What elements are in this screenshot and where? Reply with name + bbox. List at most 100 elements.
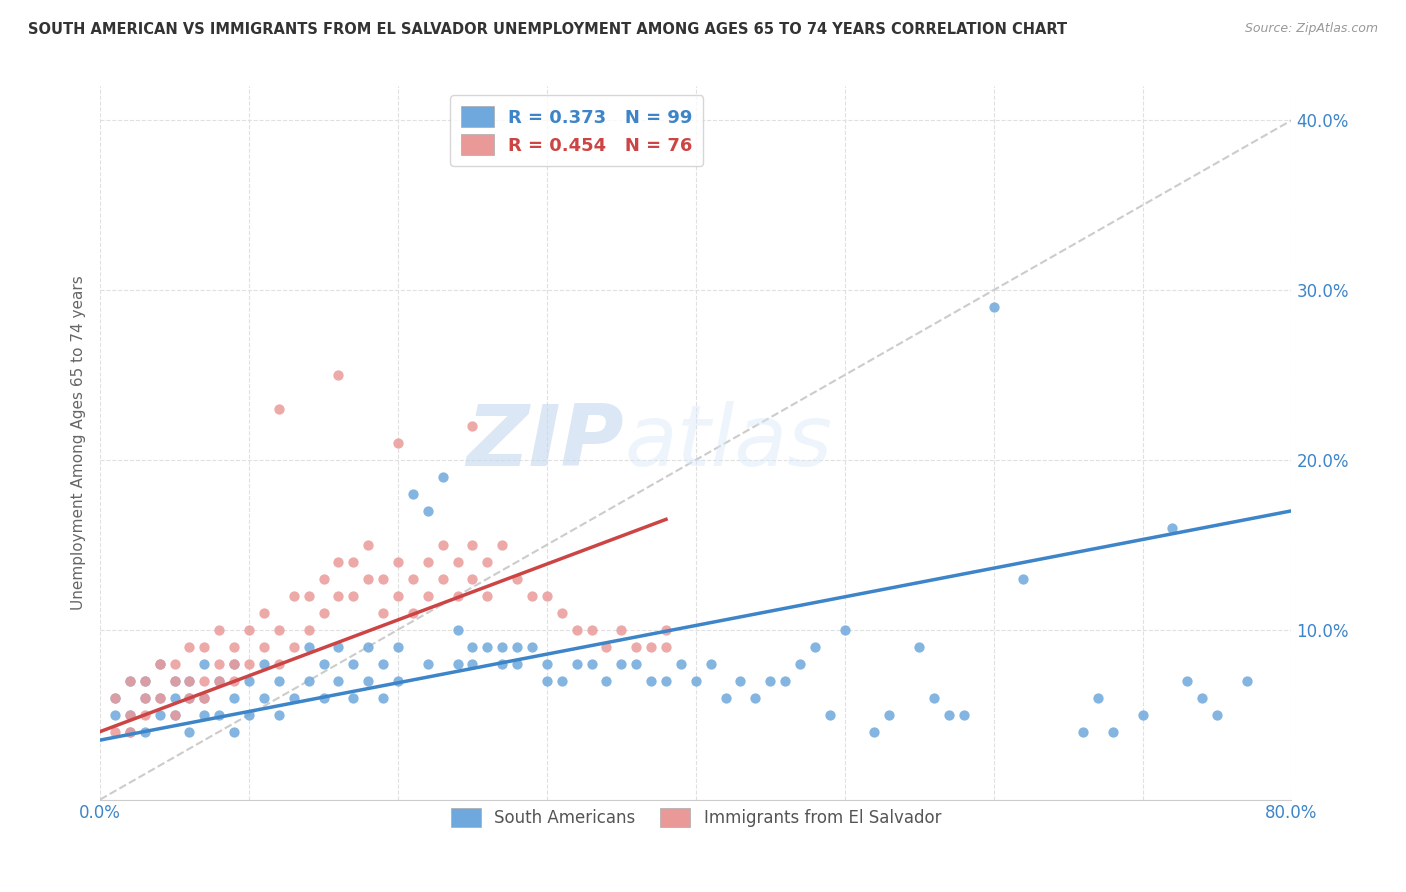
Point	[953, 707, 976, 722]
Point	[267, 657, 290, 671]
Point	[446, 589, 468, 603]
Point	[179, 724, 201, 739]
Point	[149, 657, 172, 671]
Point	[834, 623, 856, 637]
Point	[1012, 572, 1035, 586]
Point	[387, 673, 409, 688]
Point	[328, 368, 350, 382]
Point	[491, 657, 513, 671]
Point	[149, 690, 172, 705]
Point	[297, 623, 319, 637]
Point	[118, 707, 141, 722]
Point	[804, 640, 827, 654]
Point	[1161, 521, 1184, 535]
Point	[371, 657, 394, 671]
Point	[491, 640, 513, 654]
Point	[267, 623, 290, 637]
Point	[134, 673, 156, 688]
Point	[224, 640, 246, 654]
Point	[983, 300, 1005, 314]
Point	[297, 589, 319, 603]
Point	[179, 673, 201, 688]
Point	[432, 572, 454, 586]
Point	[253, 657, 276, 671]
Point	[267, 673, 290, 688]
Point	[730, 673, 752, 688]
Point	[551, 673, 574, 688]
Point	[357, 538, 380, 552]
Y-axis label: Unemployment Among Ages 65 to 74 years: Unemployment Among Ages 65 to 74 years	[72, 276, 86, 610]
Point	[581, 657, 603, 671]
Point	[163, 673, 186, 688]
Point	[1175, 673, 1198, 688]
Point	[312, 572, 335, 586]
Point	[371, 606, 394, 620]
Point	[267, 401, 290, 416]
Point	[595, 673, 617, 688]
Point	[193, 690, 215, 705]
Point	[432, 470, 454, 484]
Point	[224, 657, 246, 671]
Point	[446, 555, 468, 569]
Point	[461, 538, 484, 552]
Point	[506, 572, 529, 586]
Point	[118, 673, 141, 688]
Point	[477, 555, 499, 569]
Point	[626, 640, 648, 654]
Point	[328, 555, 350, 569]
Point	[297, 673, 319, 688]
Point	[922, 690, 945, 705]
Point	[118, 673, 141, 688]
Point	[357, 572, 380, 586]
Point	[565, 657, 588, 671]
Point	[208, 657, 231, 671]
Point	[238, 673, 260, 688]
Point	[134, 673, 156, 688]
Point	[342, 589, 364, 603]
Point	[595, 640, 617, 654]
Point	[714, 690, 737, 705]
Point	[312, 606, 335, 620]
Point	[461, 640, 484, 654]
Point	[520, 640, 543, 654]
Point	[863, 724, 886, 739]
Point	[371, 572, 394, 586]
Point	[789, 657, 811, 671]
Point	[283, 589, 305, 603]
Point	[253, 606, 276, 620]
Point	[312, 690, 335, 705]
Point	[283, 690, 305, 705]
Text: ZIP: ZIP	[467, 401, 624, 484]
Point	[342, 555, 364, 569]
Point	[402, 572, 425, 586]
Point	[193, 657, 215, 671]
Point	[461, 419, 484, 434]
Text: SOUTH AMERICAN VS IMMIGRANTS FROM EL SALVADOR UNEMPLOYMENT AMONG AGES 65 TO 74 Y: SOUTH AMERICAN VS IMMIGRANTS FROM EL SAL…	[28, 22, 1067, 37]
Point	[357, 640, 380, 654]
Point	[387, 640, 409, 654]
Point	[163, 690, 186, 705]
Point	[669, 657, 692, 671]
Point	[134, 724, 156, 739]
Point	[655, 640, 678, 654]
Point	[565, 623, 588, 637]
Point	[536, 673, 558, 688]
Point	[446, 657, 468, 671]
Point	[1101, 724, 1123, 739]
Point	[104, 690, 127, 705]
Point	[179, 690, 201, 705]
Point	[520, 589, 543, 603]
Point	[118, 707, 141, 722]
Point	[224, 673, 246, 688]
Point	[387, 436, 409, 450]
Point	[581, 623, 603, 637]
Point	[238, 657, 260, 671]
Point	[328, 589, 350, 603]
Point	[610, 657, 633, 671]
Point	[387, 555, 409, 569]
Point	[1206, 707, 1229, 722]
Point	[416, 555, 439, 569]
Point	[626, 657, 648, 671]
Point	[1191, 690, 1213, 705]
Point	[416, 589, 439, 603]
